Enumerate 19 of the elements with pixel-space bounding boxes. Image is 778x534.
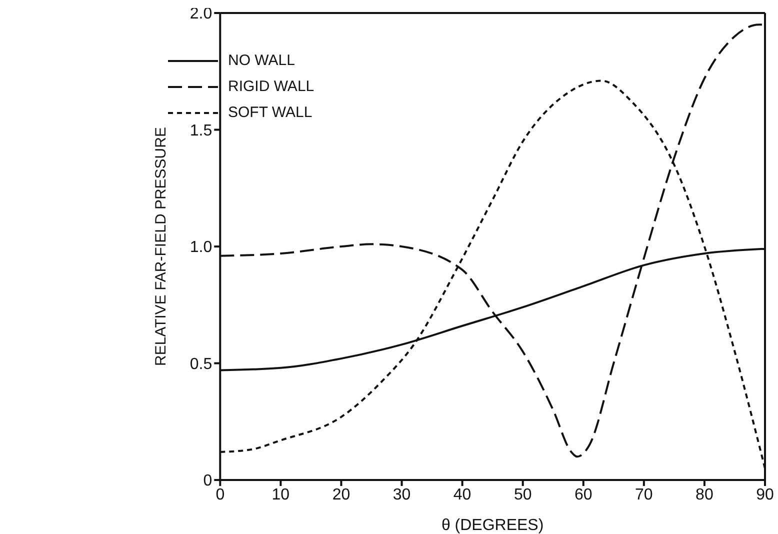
legend-label: SOFT WALL xyxy=(228,103,312,123)
legend-label: RIGID WALL xyxy=(228,77,314,97)
x-tick-label: 80 xyxy=(696,486,714,504)
x-axis-title: θ (DEGREES) xyxy=(441,517,544,534)
x-tick-label: 90 xyxy=(756,486,774,504)
x-tick-label: 40 xyxy=(453,486,472,504)
x-tick-label: 10 xyxy=(272,486,290,504)
x-tick-label: 20 xyxy=(332,486,350,504)
y-axis-title: RELATIVE FAR-FIELD PRESSURE xyxy=(152,127,170,366)
x-tick-label: 50 xyxy=(514,486,532,504)
y-tick-label: 0 xyxy=(203,472,212,490)
x-tick-label: 30 xyxy=(392,486,411,504)
legend-label: NO WALL xyxy=(228,51,295,71)
x-tick-label: 60 xyxy=(574,486,592,504)
x-tick-label: 0 xyxy=(216,486,225,504)
y-tick-label: 0.5 xyxy=(190,356,212,373)
x-tick-label: 70 xyxy=(635,486,653,504)
y-tick-label: 1.5 xyxy=(190,122,212,140)
y-tick-label: 1.0 xyxy=(190,239,212,256)
